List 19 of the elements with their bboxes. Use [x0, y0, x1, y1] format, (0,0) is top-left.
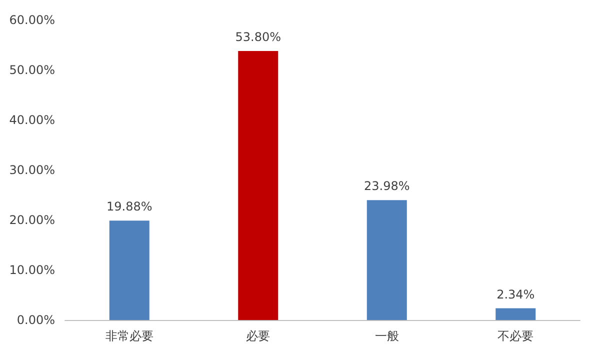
y-tick-label: 20.00%: [9, 213, 55, 227]
y-tick-label: 30.00%: [9, 163, 55, 177]
x-tick-label: 非常必要: [105, 329, 154, 343]
y-tick-label: 50.00%: [9, 63, 55, 77]
data-label: 19.88%: [106, 200, 152, 214]
data-label: 2.34%: [496, 287, 535, 302]
bar: [238, 51, 278, 320]
bar: [496, 308, 536, 320]
y-tick-label: 10.00%: [9, 263, 55, 277]
y-tick-label: 0.00%: [16, 313, 55, 327]
x-tick-label: 必要: [246, 329, 270, 343]
y-tick-label: 40.00%: [9, 113, 55, 127]
bar: [366, 200, 407, 320]
data-label: 53.80%: [235, 30, 282, 44]
bar: [109, 220, 150, 320]
data-label: 23.98%: [364, 179, 410, 194]
x-tick-label: 一般: [374, 329, 399, 343]
x-tick-label: 不必要: [498, 329, 534, 343]
y-tick-label: 60.00%: [9, 13, 55, 27]
